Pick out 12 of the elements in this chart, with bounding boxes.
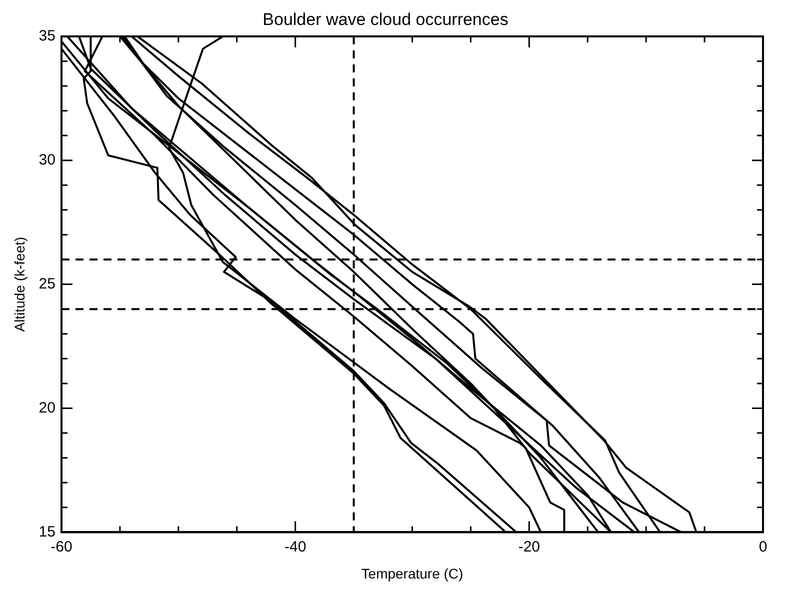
chart-title: Boulder wave cloud occurrences	[262, 10, 508, 29]
x-tick-label: 0	[758, 538, 768, 556]
x-tick-label: -20	[518, 538, 540, 556]
y-tick-label: 20	[38, 399, 56, 416]
x-axis-title: Temperature (C)	[361, 565, 464, 582]
y-tick-label: 30	[38, 151, 56, 168]
x-tick-label: -40	[284, 538, 306, 556]
x-tick-label: -60	[50, 538, 72, 556]
y-tick-label: 25	[38, 275, 56, 292]
y-tick-label: 15	[38, 523, 56, 540]
y-tick-label: 35	[38, 28, 56, 45]
y-axis-title: Altitude (k-feet)	[11, 236, 28, 332]
